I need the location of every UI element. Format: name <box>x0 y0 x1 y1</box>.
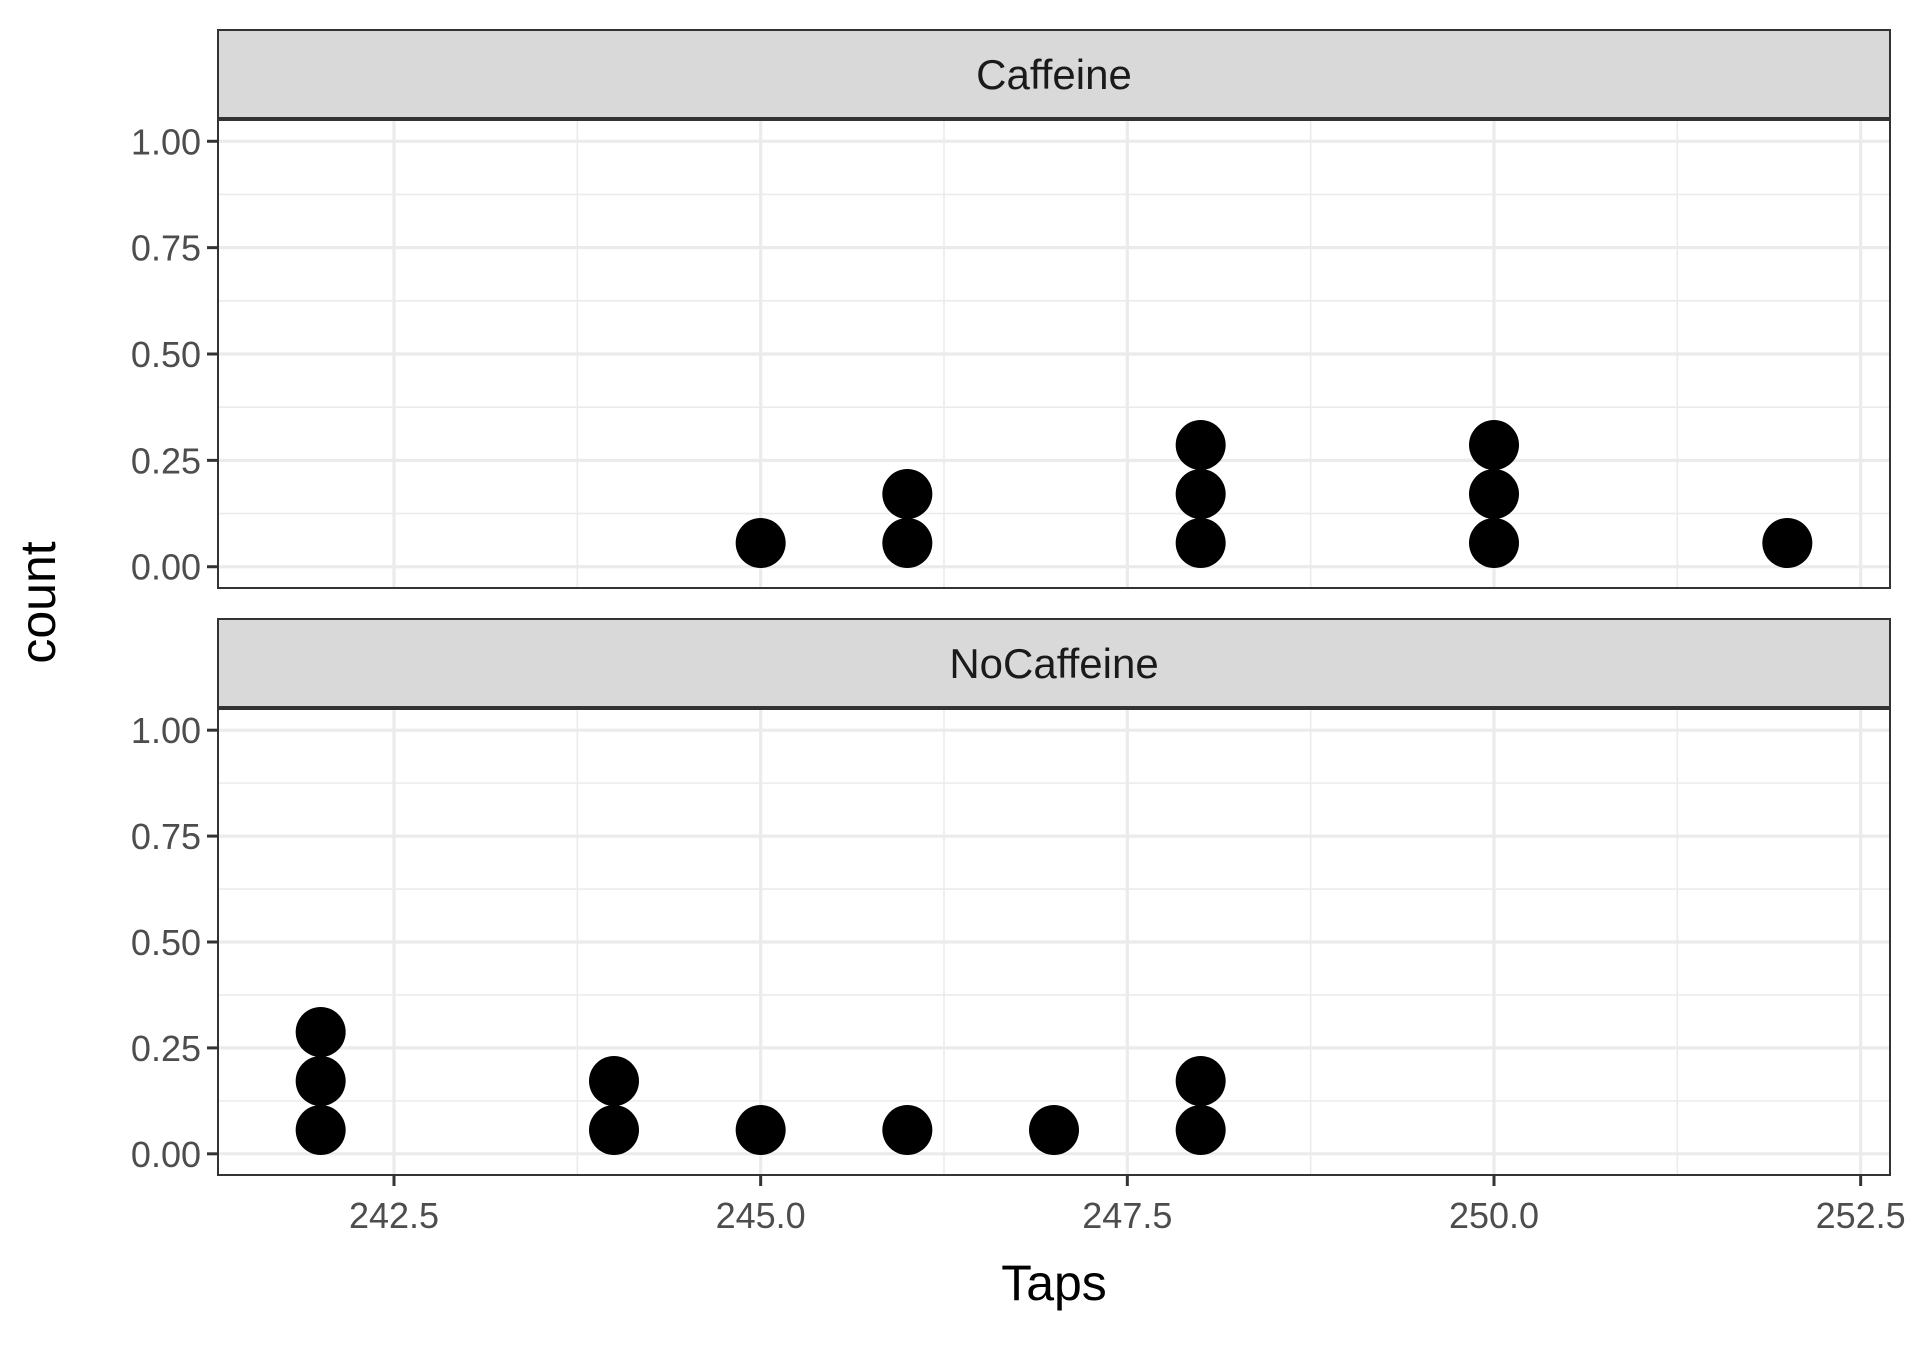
data-dot <box>1175 1056 1226 1106</box>
data-dot <box>1469 469 1519 519</box>
data-dot <box>1029 1105 1079 1155</box>
data-dot <box>735 1105 786 1155</box>
data-dot <box>1175 420 1226 470</box>
data-dot <box>882 518 933 568</box>
y-tick-label: 0.50 <box>131 334 201 375</box>
facet-strip-0 <box>217 29 1891 119</box>
facet-strip-1 <box>217 618 1891 708</box>
data-dot <box>882 1105 933 1155</box>
facet-strip-label: NoCaffeine <box>949 640 1158 687</box>
x-tick-label: 252.5 <box>1816 1195 1906 1236</box>
x-tick-label: 245.0 <box>716 1195 806 1236</box>
data-dot <box>295 1105 346 1155</box>
y-tick-label: 0.00 <box>131 1134 201 1175</box>
x-tick-label: 242.5 <box>349 1195 439 1236</box>
data-dot <box>1175 1105 1226 1155</box>
y-tick-label: 1.00 <box>131 121 201 162</box>
data-dot <box>295 1007 346 1057</box>
panel-border-1 <box>217 708 1891 1176</box>
data-dot <box>295 1056 346 1106</box>
y-tick-label: 0.00 <box>131 547 201 588</box>
x-axis-title: Taps <box>1001 1255 1107 1311</box>
data-dot <box>1469 420 1519 470</box>
data-dot <box>589 1105 639 1155</box>
data-dot <box>735 518 786 568</box>
y-tick-label: 0.50 <box>131 922 201 963</box>
y-tick-label: 0.75 <box>131 228 201 269</box>
data-dot <box>1762 518 1813 568</box>
data-dot <box>882 469 933 519</box>
x-tick-label: 247.5 <box>1082 1195 1172 1236</box>
data-dot <box>1175 469 1226 519</box>
y-tick-label: 0.75 <box>131 816 201 857</box>
data-dot <box>1469 518 1519 568</box>
y-tick-label: 1.00 <box>131 710 201 751</box>
facet-strip-label: Caffeine <box>976 51 1132 98</box>
panel-border-0 <box>217 119 1891 589</box>
data-dot <box>1175 518 1226 568</box>
y-tick-label: 0.25 <box>131 440 201 481</box>
x-tick-label: 250.0 <box>1449 1195 1539 1236</box>
y-tick-label: 0.25 <box>131 1028 201 1069</box>
y-axis-title: count <box>10 541 66 663</box>
data-dot <box>589 1056 639 1106</box>
